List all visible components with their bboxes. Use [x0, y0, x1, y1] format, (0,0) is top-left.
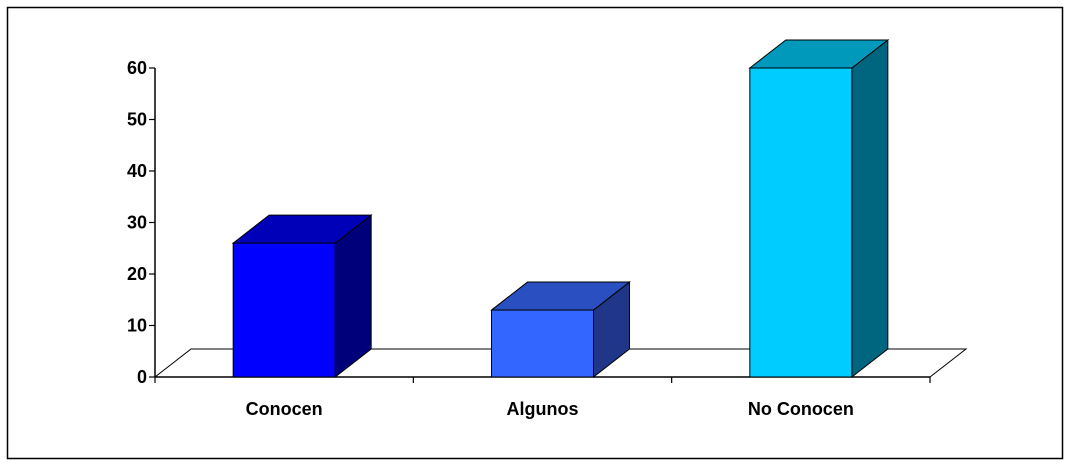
bar-no-conocen	[748, 38, 890, 379]
y-tick-label: 30	[127, 213, 147, 233]
y-tick-label: 10	[127, 316, 147, 336]
y-tick-label: 0	[137, 367, 147, 387]
bar-conocen	[231, 214, 373, 379]
bar-algunos	[490, 281, 631, 379]
bar-front-face	[491, 309, 594, 378]
bar-front-face	[749, 67, 853, 378]
x-category-label: Conocen	[246, 399, 323, 419]
y-tick-label: 40	[127, 161, 147, 181]
bar-front-face	[232, 242, 336, 378]
y-tick-label: 50	[127, 110, 147, 130]
x-category-label: No Conocen	[748, 399, 854, 419]
x-category-label: Algunos	[507, 399, 579, 419]
y-tick-label: 20	[127, 264, 147, 284]
y-tick-label: 60	[127, 58, 147, 78]
bar-side-face	[851, 38, 889, 379]
chart-border	[6, 6, 1064, 460]
